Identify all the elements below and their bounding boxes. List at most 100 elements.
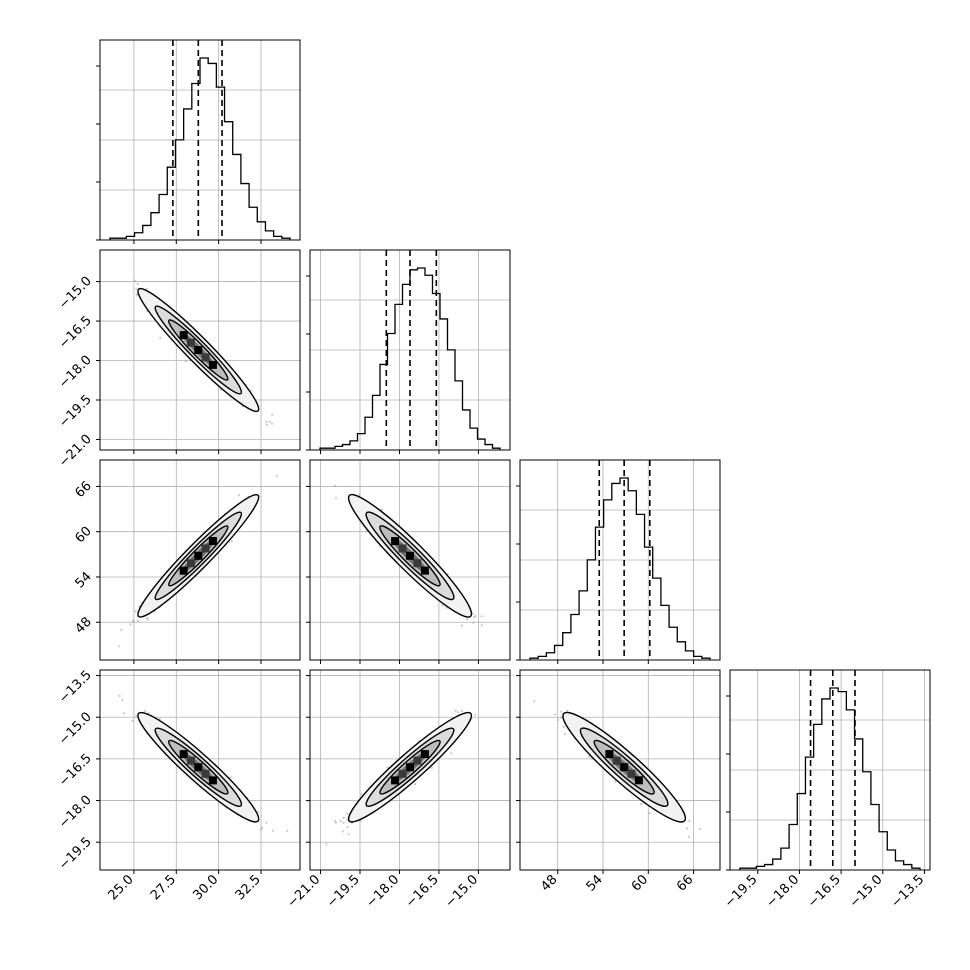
sample-point xyxy=(686,827,689,830)
sample-point xyxy=(560,716,563,719)
sample-point xyxy=(554,713,557,716)
sample-point xyxy=(699,828,702,831)
sample-point xyxy=(129,623,132,626)
density-peak-cell xyxy=(406,551,414,560)
sample-point xyxy=(450,752,453,755)
sample-point xyxy=(687,835,691,838)
sample-point xyxy=(184,360,187,363)
sample-point xyxy=(430,766,433,770)
density-peak-cell xyxy=(391,776,400,785)
density-peak-cell xyxy=(187,338,195,347)
sample-point xyxy=(145,616,149,620)
density-peak-cell xyxy=(194,763,203,772)
sample-point xyxy=(134,610,137,613)
density-content xyxy=(520,670,720,870)
sample-point xyxy=(237,494,240,497)
sample-point xyxy=(230,540,233,543)
density-peak-cell xyxy=(612,756,621,765)
histogram-frame-0 xyxy=(99,39,301,241)
density-content xyxy=(310,460,510,660)
density-peak-cell xyxy=(201,353,210,362)
sample-point xyxy=(265,420,268,423)
density-peak-cell xyxy=(398,544,407,553)
sample-point xyxy=(365,530,368,533)
sample-point xyxy=(147,711,150,715)
histogram-step-3 xyxy=(739,687,921,870)
sample-point xyxy=(118,645,121,648)
sample-point xyxy=(460,709,463,713)
sample-point xyxy=(480,624,483,627)
sample-point xyxy=(229,776,232,779)
sample-point xyxy=(271,413,274,416)
sample-point xyxy=(333,819,336,823)
sample-point xyxy=(265,423,269,426)
density-frame xyxy=(99,669,301,871)
sample-point xyxy=(135,293,138,296)
density-peak-cell xyxy=(605,750,614,759)
sample-point xyxy=(533,700,536,703)
sample-point xyxy=(445,606,448,610)
sample-point xyxy=(614,780,617,783)
sample-point xyxy=(688,819,691,823)
sample-point xyxy=(454,709,457,712)
density-peak-cell xyxy=(201,769,210,778)
sample-point xyxy=(342,816,345,820)
density-content xyxy=(310,670,510,870)
density-peak-cell xyxy=(420,566,429,575)
sample-point xyxy=(158,717,161,721)
density-peak-cell xyxy=(420,750,429,759)
sample-point xyxy=(120,628,123,632)
sample-point xyxy=(268,420,271,423)
density-peak-cell xyxy=(620,763,629,772)
sample-point xyxy=(275,474,279,477)
density-peak-cell xyxy=(187,559,195,568)
sample-point xyxy=(466,618,469,621)
sample-point xyxy=(346,826,349,829)
sample-point xyxy=(122,712,125,715)
density-peak-cell xyxy=(406,763,414,772)
sample-point xyxy=(261,826,264,830)
sample-point xyxy=(562,725,565,729)
density-frame xyxy=(309,669,511,871)
histogram-step-0 xyxy=(109,57,291,240)
sample-point xyxy=(286,829,289,833)
sample-point xyxy=(257,810,260,814)
sample-point xyxy=(414,783,417,786)
density-peak-cell xyxy=(187,756,195,765)
sample-point xyxy=(560,710,563,713)
density-frame xyxy=(519,669,721,871)
sample-point xyxy=(136,282,139,286)
sample-point xyxy=(135,287,138,290)
sample-point xyxy=(474,614,477,618)
sample-point xyxy=(159,336,162,339)
sample-point xyxy=(121,699,124,702)
density-peak-cell xyxy=(194,551,203,560)
sample-point xyxy=(474,713,477,717)
density-peak-cell xyxy=(208,776,217,785)
sample-point xyxy=(265,821,268,824)
histogram-frame-1 xyxy=(309,249,511,451)
sample-point xyxy=(143,709,147,713)
sample-point xyxy=(135,714,138,718)
density-panel-1-2 xyxy=(306,459,511,664)
sample-point xyxy=(137,619,140,623)
density-peak-cell xyxy=(627,769,636,778)
density-peak-cell xyxy=(208,537,217,545)
sample-point xyxy=(341,830,344,833)
density-peak-cell xyxy=(201,544,210,553)
histogram-panel-2 xyxy=(516,459,721,664)
sample-point xyxy=(648,812,651,815)
density-peak-cell xyxy=(413,559,422,568)
sample-point xyxy=(557,718,560,722)
sample-point xyxy=(563,733,566,736)
histogram-step-2 xyxy=(529,477,711,660)
sample-point xyxy=(480,615,483,618)
density-peak-cell xyxy=(398,769,407,778)
histogram-panel-0 xyxy=(96,39,301,244)
sample-point xyxy=(566,709,569,712)
sample-point xyxy=(380,508,383,511)
histogram-frame-3 xyxy=(729,669,931,871)
sample-point xyxy=(334,821,338,824)
